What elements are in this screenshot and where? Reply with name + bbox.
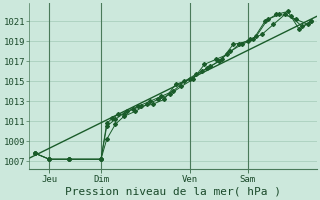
X-axis label: Pression niveau de la mer( hPa ): Pression niveau de la mer( hPa ): [65, 187, 281, 197]
